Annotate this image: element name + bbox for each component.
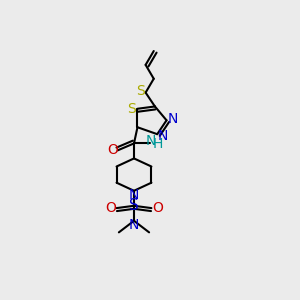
Text: S: S <box>136 84 145 98</box>
Text: N: N <box>167 112 178 126</box>
Text: S: S <box>129 198 139 213</box>
Text: O: O <box>152 201 163 215</box>
Text: N: N <box>146 134 156 148</box>
Text: H: H <box>152 137 163 151</box>
Text: N: N <box>129 188 139 202</box>
Text: O: O <box>107 143 118 157</box>
Text: N: N <box>157 129 167 143</box>
Text: S: S <box>127 102 136 116</box>
Text: N: N <box>129 218 139 232</box>
Text: O: O <box>105 201 116 215</box>
